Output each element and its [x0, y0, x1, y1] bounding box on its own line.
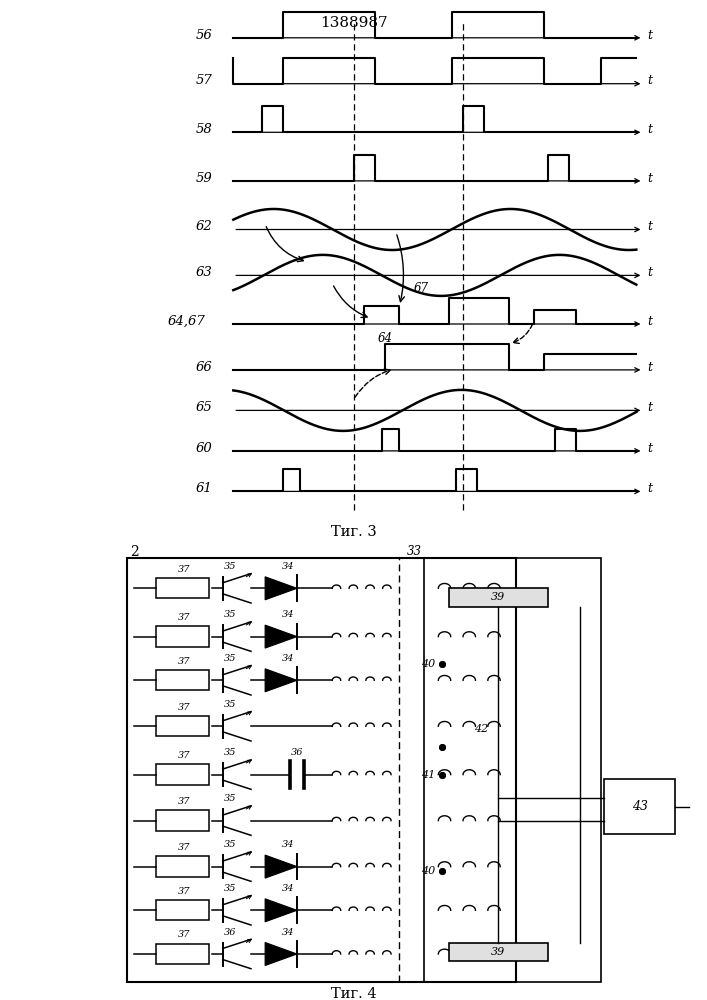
Text: 43: 43: [632, 800, 648, 813]
Bar: [156, 670, 209, 690]
Text: 35: 35: [223, 700, 236, 709]
Text: t: t: [647, 123, 652, 136]
Text: 36: 36: [223, 928, 236, 937]
Text: 34: 34: [282, 610, 294, 619]
Bar: [156, 578, 209, 598]
Text: t: t: [647, 220, 652, 233]
Text: 40: 40: [421, 659, 435, 669]
Text: 39: 39: [491, 592, 506, 602]
Text: 1388987: 1388987: [320, 16, 387, 30]
Text: t: t: [647, 442, 652, 455]
Text: 37: 37: [177, 887, 190, 896]
Bar: [127, 558, 516, 982]
Text: 67: 67: [413, 282, 428, 295]
Text: 37: 37: [177, 930, 190, 939]
Polygon shape: [265, 855, 297, 878]
Text: t: t: [647, 315, 652, 328]
Text: 58: 58: [195, 123, 212, 136]
Text: 35: 35: [223, 840, 236, 849]
Text: 35: 35: [223, 884, 236, 893]
Text: 60: 60: [195, 442, 212, 455]
Text: t: t: [647, 172, 652, 185]
Text: 42: 42: [474, 724, 488, 734]
Bar: [156, 716, 209, 736]
Text: Τиг. 4: Τиг. 4: [331, 987, 376, 1000]
Bar: [449, 588, 548, 607]
Polygon shape: [265, 577, 297, 600]
Text: Τиг. 3: Τиг. 3: [331, 525, 376, 539]
Text: 34: 34: [282, 840, 294, 849]
Text: 35: 35: [223, 562, 236, 571]
Text: t: t: [647, 482, 652, 495]
Text: 37: 37: [177, 657, 190, 666]
Text: 61: 61: [195, 482, 212, 495]
Text: t: t: [647, 361, 652, 374]
Text: 37: 37: [177, 751, 190, 760]
Polygon shape: [265, 669, 297, 692]
Text: 63: 63: [195, 266, 212, 279]
Text: 37: 37: [177, 613, 190, 622]
Text: 35: 35: [223, 610, 236, 619]
Text: 65: 65: [195, 401, 212, 414]
Text: 34: 34: [282, 884, 294, 893]
Text: 35: 35: [223, 794, 236, 803]
Text: 57: 57: [195, 75, 212, 88]
Text: 35: 35: [223, 654, 236, 663]
Bar: [424, 558, 601, 982]
Text: 40: 40: [421, 866, 435, 876]
Text: 34: 34: [282, 562, 294, 571]
Bar: [156, 810, 209, 831]
Text: 2: 2: [130, 544, 139, 558]
Polygon shape: [265, 899, 297, 922]
Text: 41: 41: [421, 770, 435, 780]
Text: 37: 37: [177, 843, 190, 852]
Text: 37: 37: [177, 703, 190, 712]
Bar: [156, 900, 209, 920]
Text: 66: 66: [195, 361, 212, 374]
Text: 34: 34: [282, 654, 294, 663]
Text: 64: 64: [378, 332, 393, 345]
Text: 37: 37: [177, 565, 190, 574]
Text: 36: 36: [291, 748, 303, 757]
Bar: [156, 856, 209, 877]
Text: 64,67: 64,67: [168, 315, 205, 328]
Bar: [449, 942, 548, 961]
Text: 56: 56: [195, 29, 212, 42]
Bar: [156, 626, 209, 647]
Text: 59: 59: [195, 172, 212, 185]
Bar: [156, 944, 209, 964]
Text: t: t: [647, 401, 652, 414]
Text: 35: 35: [223, 748, 236, 757]
Text: 37: 37: [177, 797, 190, 806]
Bar: [156, 764, 209, 785]
Polygon shape: [265, 942, 297, 966]
Text: t: t: [647, 29, 652, 42]
Text: 33: 33: [407, 545, 421, 558]
Text: t: t: [647, 266, 652, 279]
Text: t: t: [647, 75, 652, 88]
Text: 62: 62: [195, 220, 212, 233]
Polygon shape: [265, 625, 297, 648]
Bar: [604, 779, 675, 834]
Text: 39: 39: [491, 947, 506, 957]
Text: 34: 34: [282, 928, 294, 937]
